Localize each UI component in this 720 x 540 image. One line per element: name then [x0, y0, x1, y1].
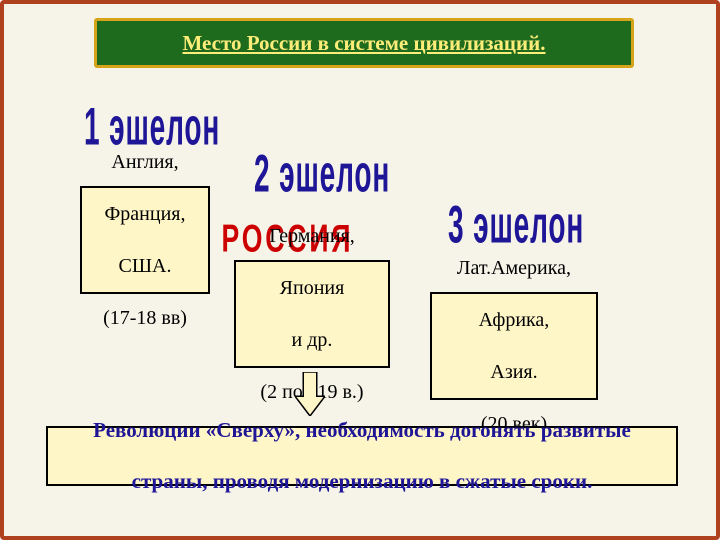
- echelon-3-box: Лат.Америка,Африка,Азия.(20 век): [430, 292, 598, 400]
- slide-title: Место России в системе цивилизаций.: [183, 31, 546, 56]
- box-line: (17-18 вв): [103, 305, 187, 331]
- echelon-3-label: 3 эшелон: [448, 195, 584, 256]
- echelon-2-label: 2 эшелон: [254, 144, 390, 205]
- box-line: Англия,: [111, 149, 178, 175]
- title-box: Место России в системе цивилизаций.: [94, 18, 634, 68]
- conclusion-line: страны, проводя модернизацию в сжатые ср…: [132, 469, 593, 494]
- conclusion-line: Революции «Сверху», необходимость догоня…: [93, 418, 631, 443]
- box-line: и др.: [292, 327, 333, 353]
- box-line: Азия.: [490, 359, 537, 385]
- down-arrow-icon: [295, 372, 325, 416]
- box-line: Франция,: [105, 201, 186, 227]
- conclusion-box: Революции «Сверху», необходимость догоня…: [46, 426, 678, 486]
- echelon-2-box: Германия,Японияи др.(2 пол.19 в.): [234, 260, 390, 368]
- box-line: Африка,: [479, 307, 550, 333]
- slide-frame: Место России в системе цивилизаций. 1 эш…: [0, 0, 720, 540]
- box-line: США.: [119, 253, 172, 279]
- echelon-1-box: Англия,Франция,США.(17-18 вв): [80, 186, 210, 294]
- box-line: Германия,: [269, 223, 355, 249]
- box-line: Япония: [280, 275, 345, 301]
- box-line: Лат.Америка,: [457, 255, 571, 281]
